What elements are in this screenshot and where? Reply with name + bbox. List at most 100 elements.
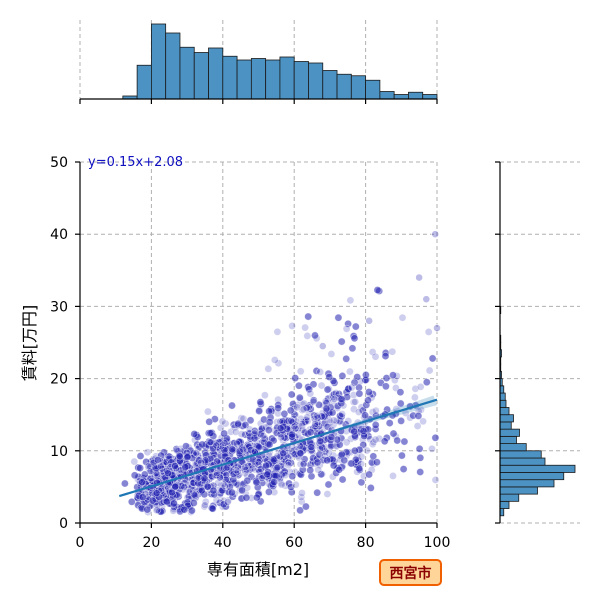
scatter-point (273, 463, 282, 472)
scatter-point (265, 440, 274, 449)
scatter-point (364, 388, 373, 396)
scatter-point (212, 441, 221, 450)
scatter-point (371, 435, 380, 444)
scatter-point (313, 411, 321, 420)
scatter-point (153, 456, 162, 464)
top-hist-bar (265, 59, 281, 100)
scatter-point (148, 496, 157, 505)
scatter-point (350, 427, 359, 436)
scatter-point (286, 406, 295, 415)
top-histogram (79, 20, 438, 104)
top-hist-bar (236, 59, 252, 100)
scatter-point (297, 497, 306, 506)
scatter-point (228, 445, 237, 454)
scatter-point (304, 312, 313, 321)
scatter-point (255, 467, 264, 476)
scatter-point (152, 464, 161, 473)
scatter-points (121, 230, 441, 516)
top-hist-bar (322, 70, 338, 100)
scatter-point (338, 410, 346, 418)
right-hist-bar (499, 472, 565, 481)
scatter-point (399, 465, 408, 473)
scatter-point (350, 446, 359, 455)
scatter-point (327, 350, 336, 358)
top-hist-bar (193, 52, 209, 100)
scatter-point (350, 334, 359, 343)
right-hist-bar (499, 421, 512, 430)
scatter-point (197, 486, 206, 495)
scatter-point (324, 480, 333, 489)
scatter-point (273, 327, 282, 336)
scatter-point (385, 419, 394, 427)
scatter-point (167, 488, 176, 497)
scatter-point (369, 452, 378, 461)
scatter-point (422, 378, 431, 387)
scatter-point (295, 441, 304, 450)
scatter-point (316, 367, 325, 376)
right-hist-bar (499, 392, 506, 401)
scatter-point (329, 416, 338, 425)
scatter-point (424, 327, 433, 336)
scatter-point (130, 457, 139, 466)
scatter-point (415, 444, 424, 453)
scatter-point (291, 480, 300, 489)
scatter-point (250, 426, 259, 435)
scatter-point (206, 429, 215, 437)
scatter-point (241, 463, 250, 471)
scatter-point (301, 323, 309, 332)
scatter-point (142, 457, 150, 466)
scatter-point (235, 447, 244, 456)
x-tick-label: 80 (357, 535, 375, 551)
y-tick-label: 30 (50, 299, 68, 315)
scatter-point (288, 430, 297, 439)
scatter-point (325, 416, 334, 425)
scatter-point (298, 426, 307, 434)
scatter-point (346, 296, 355, 305)
top-hist-bar (336, 73, 352, 100)
scatter-point (248, 464, 257, 473)
x-tick-label: 20 (142, 535, 160, 551)
city-badge-box (379, 559, 442, 586)
scatter-point (205, 417, 214, 426)
y-tick-label: 50 (50, 155, 68, 171)
scatter-point (220, 439, 229, 447)
scatter-point (187, 506, 196, 515)
scatter-point (368, 348, 377, 356)
scatter-point (216, 473, 224, 482)
scatter-point (254, 457, 263, 466)
scatter-point (396, 388, 405, 397)
scatter-point (284, 461, 293, 470)
scatter-point (396, 399, 405, 408)
scatter-point (381, 382, 390, 391)
scatter-point (169, 499, 178, 508)
scatter-point (146, 474, 155, 483)
regression-line (118, 398, 438, 498)
scatter-point (306, 466, 315, 475)
top-hist-bar (165, 32, 181, 100)
scatter-point (351, 322, 360, 331)
scatter-point (314, 465, 323, 474)
scatter-point (203, 407, 212, 416)
scatter-point (330, 395, 339, 403)
y-tick-label: 0 (59, 516, 68, 532)
scatter-point (372, 458, 381, 467)
top-hist-bar (408, 91, 424, 100)
scatter-point (153, 470, 162, 479)
top-hist-bar (179, 46, 195, 100)
scatter-point (337, 337, 346, 346)
scatter-point (209, 486, 218, 495)
scatter-point (252, 493, 261, 502)
scatter-point (293, 403, 302, 412)
scatter-point (350, 378, 359, 387)
scatter-point (338, 371, 347, 380)
scatter-point (183, 453, 192, 462)
scatter-point (164, 469, 172, 478)
scatter-point (306, 428, 315, 437)
scatter-point (180, 505, 189, 514)
scatter-point (219, 500, 228, 509)
scatter-point (433, 324, 441, 332)
scatter-point (189, 499, 198, 507)
scatter-point (311, 331, 319, 340)
x-tick-label: 100 (424, 535, 451, 551)
